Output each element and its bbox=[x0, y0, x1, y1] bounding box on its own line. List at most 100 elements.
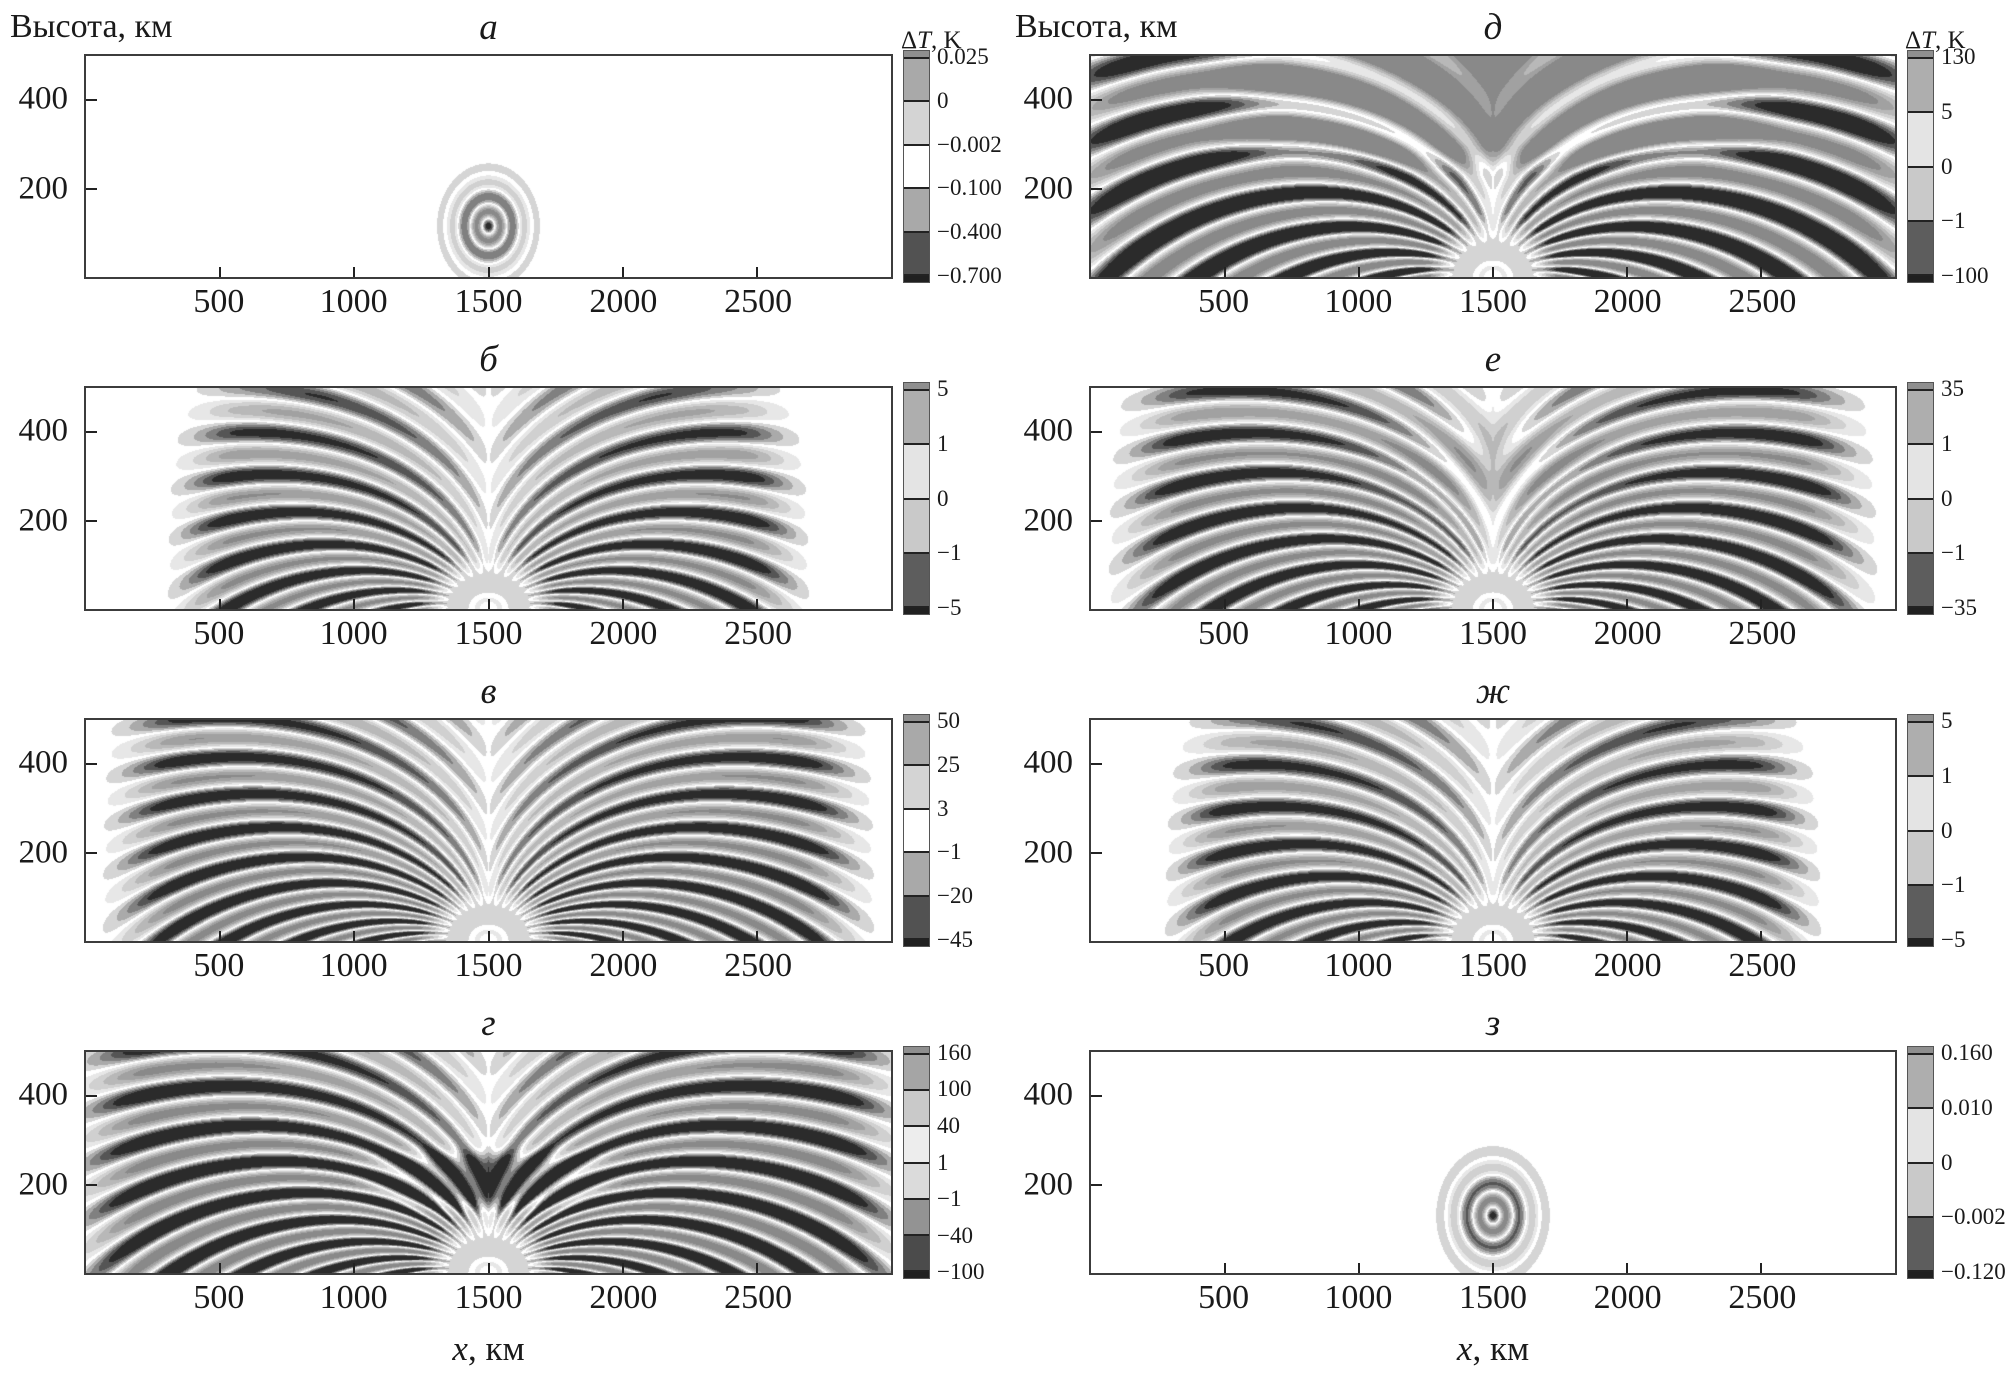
y-tick-mark bbox=[86, 187, 97, 190]
x-axis-ticks: 500 1000 1500 2000 2500 bbox=[84, 1275, 893, 1323]
colorbar-tick-label: 5 bbox=[937, 375, 949, 401]
y-tick-mark bbox=[1091, 1183, 1102, 1186]
colorbar-tick-mark bbox=[904, 56, 929, 59]
x-tick-label: 2500 bbox=[724, 947, 793, 984]
plot-area bbox=[1089, 718, 1897, 943]
colorbar-tick-label: −0.002 bbox=[937, 131, 1002, 157]
colorbar-tick-mark bbox=[904, 388, 929, 391]
y-axis-title: Высота, км bbox=[1015, 8, 1178, 45]
x-tick-mark bbox=[755, 599, 758, 609]
y-axis-title: Высота, км bbox=[10, 8, 173, 45]
colorbar-segment bbox=[904, 389, 929, 445]
colorbar-tick-mark bbox=[904, 720, 929, 723]
x-tick-mark bbox=[1492, 931, 1494, 941]
colorbar-tick-mark bbox=[904, 274, 929, 277]
colorbar-segment bbox=[1908, 1047, 1933, 1054]
colorbar: 35 1 0 −1 −35 bbox=[1897, 376, 2009, 620]
colorbar-segment bbox=[904, 939, 929, 946]
x-tick-label: 1500 bbox=[1459, 1279, 1527, 1316]
colorbar-tick-label: 3 bbox=[937, 795, 949, 821]
colorbar-tick-label: −1 bbox=[1941, 540, 1966, 566]
contour-panel-d: Высота, км д ΔT, K 400 200 130 5 0 −1 −100 50… bbox=[1005, 6, 2009, 338]
x-tick-label: 1000 bbox=[1324, 283, 1393, 320]
colorbar-tick-mark bbox=[1908, 111, 1933, 114]
x-tick-label: 2000 bbox=[1593, 1279, 1662, 1316]
contour-panel-e: е 400 200 35 1 0 −1 −35 500 1000 1500 2000 2500 bbox=[1005, 338, 2009, 670]
x-tick-label: 2500 bbox=[1728, 615, 1797, 652]
x-tick-mark bbox=[487, 931, 490, 941]
colorbar-segment bbox=[1908, 607, 1933, 614]
colorbar-segment bbox=[1908, 383, 1933, 390]
colorbar-segment bbox=[1908, 1162, 1933, 1217]
y-tick-mark bbox=[86, 851, 97, 854]
contour-canvas bbox=[1091, 1052, 1895, 1273]
colorbar-tick-mark bbox=[904, 230, 929, 233]
y-tick-label: 400 bbox=[18, 744, 69, 781]
colorbar-labels: 0.160 0.010 0 −0.002 −0.120 bbox=[1941, 1040, 2009, 1284]
contour-panel-b: б 400 200 5 1 0 −1 −5 500 1000 1500 2000 2500 bbox=[0, 338, 1005, 670]
colorbar-segment bbox=[1908, 884, 1933, 940]
y-tick-label: 200 bbox=[1023, 1166, 1074, 1203]
colorbar-labels: 130 5 0 −1 −100 bbox=[1941, 44, 2009, 288]
colorbar-tick-label: 0.025 bbox=[937, 43, 989, 69]
contour-panel-g: г 400 200 160 100 40 1 −1 −40 −100 500 1000 1500 2… bbox=[0, 1002, 1005, 1398]
y-tick-label: 400 bbox=[1023, 1076, 1074, 1113]
colorbar-segment bbox=[904, 1126, 929, 1163]
colorbar-labels: 160 100 40 1 −1 −40 −100 bbox=[937, 1040, 1005, 1284]
x-tick-label: 500 bbox=[193, 947, 245, 984]
colorbar-tick-mark bbox=[1908, 1161, 1933, 1164]
x-tick-mark bbox=[1223, 599, 1226, 609]
x-tick-label: 2000 bbox=[589, 615, 658, 652]
x-tick-label: 1500 bbox=[1459, 947, 1527, 984]
colorbar-tick-label: 0 bbox=[937, 485, 949, 511]
contour-panel-z: з 400 200 0.160 0.010 0 −0.002 −0.120 500 1000… bbox=[1005, 1002, 2009, 1398]
x-tick-label: 2000 bbox=[589, 283, 658, 320]
plot-area bbox=[84, 54, 893, 279]
colorbar-tick-label: −35 bbox=[1941, 595, 1977, 620]
x-axis-area: 500 1000 1500 2000 2500 bbox=[84, 943, 893, 1002]
colorbar-segment bbox=[904, 231, 929, 276]
x-tick-label: 2000 bbox=[1593, 615, 1662, 652]
y-tick-label: 200 bbox=[18, 834, 69, 871]
colorbar-segment bbox=[904, 721, 929, 766]
y-tick-label: 400 bbox=[1023, 80, 1074, 117]
colorbar-segment bbox=[904, 188, 929, 232]
y-axis-ticks: 400 200 bbox=[0, 386, 84, 611]
x-tick-mark bbox=[1357, 267, 1360, 277]
colorbar-tick-label: −1 bbox=[1941, 872, 1966, 898]
colorbar-tick-mark bbox=[1908, 274, 1933, 277]
colorbar-tick-mark bbox=[1908, 1270, 1933, 1273]
colorbar-segment bbox=[904, 552, 929, 608]
x-tick-label: 1000 bbox=[1324, 615, 1393, 652]
colorbar-segment bbox=[904, 715, 929, 722]
colorbar-labels: 0.025 0 −0.002 −0.100 −0.400 −0.700 bbox=[937, 44, 1005, 288]
colorbar-bar bbox=[903, 1046, 930, 1279]
x-tick-label: 500 bbox=[193, 283, 245, 320]
contour-canvas bbox=[86, 1052, 891, 1273]
colorbar-tick-mark bbox=[904, 1125, 929, 1128]
x-tick-mark bbox=[1760, 931, 1762, 941]
x-tick-label: 1000 bbox=[1324, 947, 1393, 984]
colorbar-tick-label: 5 bbox=[1941, 707, 1953, 733]
x-tick-mark bbox=[487, 267, 490, 277]
y-tick-mark bbox=[1091, 99, 1102, 102]
colorbar-tick-mark bbox=[904, 1089, 929, 1092]
x-tick-mark bbox=[353, 1263, 356, 1273]
colorbar-segment bbox=[904, 1271, 929, 1278]
colorbar-segment bbox=[904, 101, 929, 145]
colorbar-tick-label: −1 bbox=[937, 1186, 962, 1211]
y-tick-mark bbox=[1091, 431, 1102, 434]
x-axis-area: 500 1000 1500 2000 2500 bbox=[1089, 943, 1897, 1002]
y-tick-label: 200 bbox=[18, 1166, 69, 1203]
x-tick-label: 1000 bbox=[319, 1279, 388, 1316]
colorbar-tick-mark bbox=[1908, 720, 1933, 723]
colorbar: 0.025 0 −0.002 −0.100 −0.400 −0.700 bbox=[893, 44, 1005, 288]
colorbar-segment bbox=[1908, 939, 1933, 946]
colorbar-tick-label: −0.100 bbox=[937, 175, 1002, 201]
colorbar-segment bbox=[1908, 1053, 1933, 1109]
colorbar-segment bbox=[1908, 444, 1933, 499]
colorbar-tick-mark bbox=[904, 1052, 929, 1055]
colorbar-tick-mark bbox=[1908, 219, 1933, 222]
colorbar-tick-mark bbox=[1908, 938, 1933, 941]
